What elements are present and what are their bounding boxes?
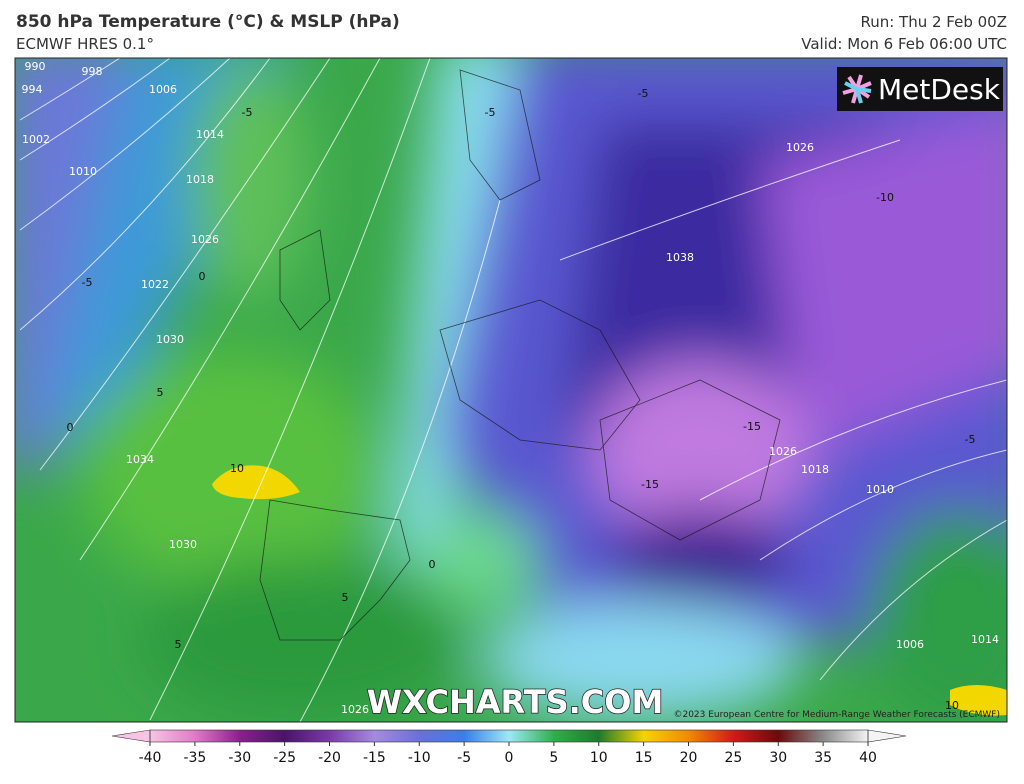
isobar-label: 1006 <box>896 638 924 651</box>
colorbar-end <box>111 729 151 743</box>
colorbar-tick-label: 5 <box>549 750 558 766</box>
colorbar-segment <box>284 730 330 742</box>
isobar-label: 1018 <box>801 463 829 476</box>
colorbar: -40 -35 -30 -25 -20 -15 -10 -5 0 5 10 15 20 25 30 35 40 <box>111 729 907 766</box>
map-frame <box>14 57 1008 723</box>
isobar-label: 1026 <box>769 445 797 458</box>
temperature-label: 0 <box>199 270 206 283</box>
isobar-label: 1030 <box>156 333 184 346</box>
colorbar-tick-label: 40 <box>859 750 877 766</box>
colorbar-segment <box>509 730 555 742</box>
isobar-label: 1014 <box>971 633 999 646</box>
isobar-label: 990 <box>25 60 46 73</box>
temperature-label: 5 <box>175 638 182 651</box>
temperature-label: 0 <box>67 421 74 434</box>
temperature-label: -10 <box>876 191 894 204</box>
colorbar-segment <box>194 730 241 742</box>
colorbar-segment <box>553 730 600 742</box>
isobar-label: 1002 <box>22 133 50 146</box>
temperature-label: 5 <box>157 386 164 399</box>
colorbar-tick-label: -25 <box>273 750 296 766</box>
watermark: WXCHARTS.COM <box>367 683 664 721</box>
colorbar-tick-label: -20 <box>318 750 341 766</box>
colorbar-tick-label: 25 <box>724 750 742 766</box>
temperature-label: 10 <box>230 462 244 475</box>
temperature-label: -5 <box>82 276 93 289</box>
temperature-label: -15 <box>743 420 761 433</box>
temperature-label: -5 <box>965 433 976 446</box>
colorbar-segment <box>239 730 286 742</box>
temperature-label: 0 <box>429 558 436 571</box>
isobar-label: 1006 <box>149 83 177 96</box>
colorbar-tick-label: 35 <box>814 750 832 766</box>
colorbar-tick-label: -5 <box>457 750 471 766</box>
isobar-label: 1014 <box>196 128 224 141</box>
isobar-label: 1022 <box>141 278 169 291</box>
colorbar-segment <box>778 730 824 742</box>
colorbar-segment <box>419 730 465 742</box>
isobar-label: 1026 <box>191 233 219 246</box>
subtitle: ECMWF HRES 0.1° <box>16 35 154 53</box>
map: 990 994 998 1002 1006 1010 1014 1018 102… <box>15 58 1007 722</box>
temperature-label: -5 <box>485 106 496 119</box>
colorbar-segment <box>643 730 689 742</box>
colorbar-segment <box>329 730 375 742</box>
isobar-label: 1018 <box>186 173 214 186</box>
run-time: Run: Thu 2 Feb 00Z <box>860 13 1007 31</box>
colorbar-tick-label: 30 <box>769 750 787 766</box>
isobar-label: 1026 <box>341 703 369 716</box>
colorbar-tick-label: -40 <box>139 750 162 766</box>
colorbar-tick-label: -10 <box>408 750 431 766</box>
colorbar-segment <box>733 730 779 742</box>
colorbar-segment <box>598 730 645 742</box>
temperature-labels: -5 0 -5 5 0 10 -15 -15 -10 -5 10 0 5 5 -… <box>67 87 976 712</box>
colorbar-tick-label: 20 <box>680 750 698 766</box>
temperature-label: -5 <box>638 87 649 100</box>
valid-time: Valid: Mon 6 Feb 06:00 UTC <box>801 35 1007 53</box>
isobar-label: 1034 <box>126 453 154 466</box>
isobar-label: 1026 <box>786 141 814 154</box>
isobar-label: 1010 <box>69 165 97 178</box>
colorbar-tick-label: 0 <box>505 750 514 766</box>
temperature-label: -5 <box>242 106 253 119</box>
colorbar-tick-label: -35 <box>183 750 206 766</box>
colorbar-segment <box>823 730 869 742</box>
colorbar-segment <box>688 730 734 742</box>
isobar-label: 998 <box>82 65 103 78</box>
colorbar-end <box>867 729 907 743</box>
logo-icon <box>842 74 872 104</box>
colorbar-tick-label: -15 <box>363 750 386 766</box>
isobar-label: 994 <box>22 83 43 96</box>
temperature-label: -15 <box>641 478 659 491</box>
isobar-label: 1030 <box>169 538 197 551</box>
isobar-label: 1010 <box>866 483 894 496</box>
isobar-label: 1038 <box>666 251 694 264</box>
colorbar-tick-label: 15 <box>635 750 653 766</box>
copyright: ©2023 European Centre for Medium-Range W… <box>673 710 1000 720</box>
temperature-label: 5 <box>342 591 349 604</box>
logo-text: MetDesk <box>878 73 1001 106</box>
temperature-label: 10 <box>945 699 959 712</box>
colorbar-tick-label: 10 <box>590 750 608 766</box>
colorbar-segment <box>374 730 420 742</box>
colorbar-segment <box>150 730 196 742</box>
colorbar-segment <box>464 730 510 742</box>
title: 850 hPa Temperature (°C) & MSLP (hPa) <box>16 12 400 32</box>
isobar-labels: 990 994 998 1002 1006 1010 1014 1018 102… <box>22 60 1000 716</box>
colorbar-tick-label: -30 <box>228 750 251 766</box>
